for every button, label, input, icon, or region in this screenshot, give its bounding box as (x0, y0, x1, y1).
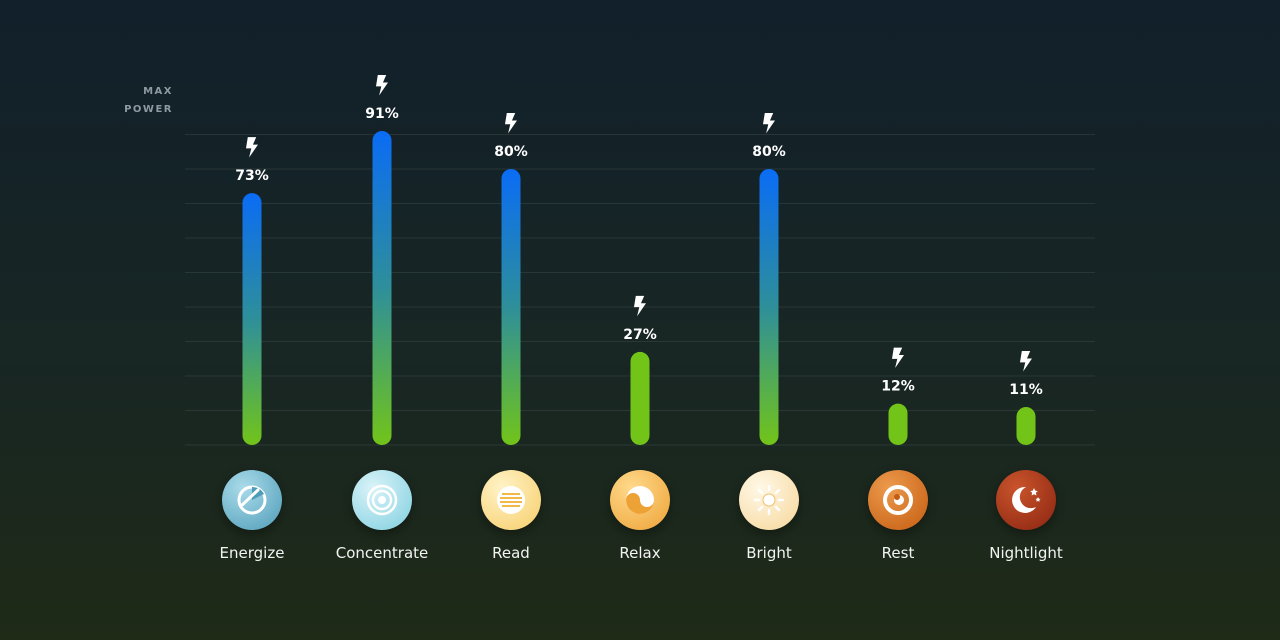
bright-icon[interactable] (739, 470, 799, 530)
bar-concentrate (372, 131, 392, 446)
bar-bright (759, 169, 779, 445)
power-label: POWER (124, 104, 173, 115)
nightlight-icon[interactable] (996, 470, 1056, 530)
value-label: 91% (365, 106, 399, 122)
bolt-icon (1020, 351, 1032, 372)
scene-bright[interactable]: Bright (699, 470, 839, 562)
bar-nightlight (1016, 407, 1036, 445)
scene-label: Nightlight (989, 544, 1063, 562)
read-icon[interactable] (481, 470, 541, 530)
scene-read[interactable]: Read (441, 470, 581, 562)
bolt-icon (634, 295, 646, 317)
value-label: 27% (623, 327, 657, 343)
scene-label: Relax (619, 544, 661, 562)
scene-concentrate[interactable]: Concentrate (312, 470, 452, 562)
value-label: 11% (1009, 382, 1043, 398)
max-label: MAX (143, 86, 173, 97)
scene-label: Bright (746, 544, 792, 562)
scene-rest[interactable]: Rest (828, 470, 968, 562)
bar-energize (242, 193, 262, 445)
value-label: 12% (881, 379, 915, 395)
bolt-icon (763, 113, 775, 134)
rest-icon[interactable] (868, 470, 928, 530)
scene-nightlight[interactable]: Nightlight (956, 470, 1096, 562)
scene-label: Read (492, 544, 530, 562)
bolt-icon (246, 137, 258, 158)
bar-rest (888, 403, 908, 445)
scene-relax[interactable]: Relax (570, 470, 710, 562)
scene-label: Concentrate (335, 544, 429, 562)
bar-relax (630, 351, 650, 445)
scene-energize[interactable]: Energize (182, 470, 322, 562)
value-label: 80% (752, 144, 786, 160)
bolt-icon (892, 347, 904, 368)
scene-label: Energize (219, 544, 285, 562)
concentrate-icon[interactable] (352, 470, 412, 530)
bar-read (501, 169, 521, 445)
value-label: 73% (235, 168, 269, 184)
scene-label: Rest (881, 544, 915, 562)
relax-icon[interactable] (610, 470, 670, 530)
bolt-icon (376, 75, 388, 96)
value-label: 80% (494, 144, 528, 160)
bolt-icon (505, 113, 517, 134)
energize-icon[interactable] (222, 470, 282, 530)
